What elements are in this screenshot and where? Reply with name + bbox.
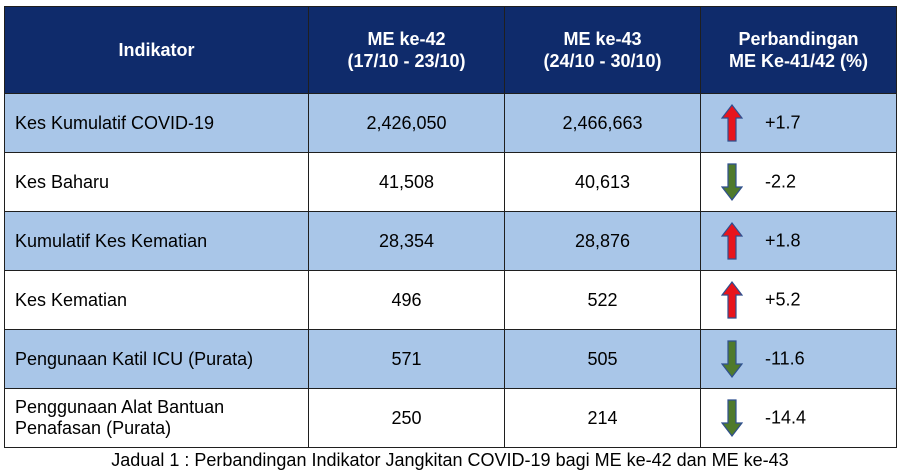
change-value: -11.6 bbox=[765, 348, 805, 369]
cell-comparison: -2.2 bbox=[700, 152, 897, 212]
me42-value: 250 bbox=[391, 407, 422, 428]
header-me43-title: ME ke-43 bbox=[563, 29, 642, 49]
table-row: Kes Kematian 496 522 +5.2 bbox=[4, 270, 897, 330]
cell-indikator: Kes Baharu bbox=[4, 152, 309, 212]
arrow-up-icon bbox=[721, 281, 743, 319]
arrow-down-icon bbox=[721, 163, 743, 201]
table-row: Kes Baharu 41,508 40,613 -2.2 bbox=[4, 152, 897, 212]
change-value: +5.2 bbox=[765, 289, 801, 310]
indikator-label: Pengunaan Katil ICU (Purata) bbox=[15, 348, 254, 369]
me43-value: 522 bbox=[587, 289, 618, 310]
table-row: Penggunaan Alat Bantuan Penafasan (Purata… bbox=[4, 388, 897, 448]
cell-comparison: -11.6 bbox=[700, 329, 897, 389]
cell-comparison: +1.7 bbox=[700, 93, 897, 153]
header-comparison-unit: ME Ke-41/42 (%) bbox=[728, 51, 869, 71]
indikator-label-line2: Penafasan (Purata) bbox=[15, 418, 172, 438]
header-me42: ME ke-42 (17/10 - 23/10) bbox=[308, 6, 505, 94]
cell-me43: 522 bbox=[504, 270, 701, 330]
cell-me42: 28,354 bbox=[308, 211, 505, 271]
cell-indikator: Penggunaan Alat Bantuan Penafasan (Purata… bbox=[4, 388, 309, 448]
arrow-up-icon bbox=[721, 104, 743, 142]
header-me42-dates: (17/10 - 23/10) bbox=[347, 51, 466, 71]
indikator-label: Kes Kumulatif COVID-19 bbox=[15, 112, 215, 133]
change-value: +1.7 bbox=[765, 112, 801, 133]
me42-value: 28,354 bbox=[378, 230, 435, 251]
indikator-label: Penggunaan Alat Bantuan bbox=[15, 397, 225, 417]
cell-indikator: Kumulatif Kes Kematian bbox=[4, 211, 309, 271]
header-indikator-label: Indikator bbox=[118, 40, 195, 60]
table-caption: Jadual 1 : Perbandingan Indikator Jangki… bbox=[111, 450, 789, 470]
header-comparison: Perbandingan ME Ke-41/42 (%) bbox=[700, 6, 897, 94]
me43-value: 214 bbox=[587, 407, 618, 428]
me43-value: 40,613 bbox=[574, 171, 631, 192]
arrow-down-icon bbox=[721, 340, 743, 378]
me42-value: 571 bbox=[391, 348, 422, 369]
change-value: +1.8 bbox=[765, 230, 801, 251]
table-row: Pengunaan Katil ICU (Purata) 571 505 -11.6 bbox=[4, 329, 897, 389]
cell-indikator: Pengunaan Katil ICU (Purata) bbox=[4, 329, 309, 389]
header-comparison-title: Perbandingan bbox=[738, 29, 859, 49]
me42-value: 41,508 bbox=[378, 171, 435, 192]
table-body: Kes Kumulatif COVID-19 2,426,050 2,466,663… bbox=[4, 93, 897, 448]
cell-me42: 2,426,050 bbox=[308, 93, 505, 153]
cell-me42: 41,508 bbox=[308, 152, 505, 212]
cell-me42: 250 bbox=[308, 388, 505, 448]
cell-me43: 505 bbox=[504, 329, 701, 389]
indikator-label: Kes Kematian bbox=[15, 289, 128, 310]
cell-me43: 28,876 bbox=[504, 211, 701, 271]
me43-value: 505 bbox=[587, 348, 618, 369]
comparison-table: Indikator ME ke-42 (17/10 - 23/10) ME ke… bbox=[4, 6, 897, 448]
table-row: Kes Kumulatif COVID-19 2,426,050 2,466,663… bbox=[4, 93, 897, 153]
cell-indikator: Kes Kematian bbox=[4, 270, 309, 330]
header-me43: ME ke-43 (24/10 - 30/10) bbox=[504, 6, 701, 94]
cell-me42: 496 bbox=[308, 270, 505, 330]
cell-indikator: Kes Kumulatif COVID-19 bbox=[4, 93, 309, 153]
cell-comparison: +1.8 bbox=[700, 211, 897, 271]
change-value: -14.4 bbox=[765, 407, 807, 428]
header-row: Indikator ME ke-42 (17/10 - 23/10) ME ke… bbox=[4, 6, 897, 94]
header-indikator: Indikator bbox=[4, 6, 309, 94]
cell-me43: 40,613 bbox=[504, 152, 701, 212]
me42-value: 2,426,050 bbox=[366, 112, 447, 133]
me42-value: 496 bbox=[391, 289, 422, 310]
arrow-up-icon bbox=[721, 222, 743, 260]
me43-value: 2,466,663 bbox=[562, 112, 643, 133]
change-value: -2.2 bbox=[765, 171, 797, 192]
table-row: Kumulatif Kes Kematian 28,354 28,876 +1.8 bbox=[4, 211, 897, 271]
cell-comparison: +5.2 bbox=[700, 270, 897, 330]
cell-me43: 214 bbox=[504, 388, 701, 448]
me43-value: 28,876 bbox=[574, 230, 631, 251]
cell-me42: 571 bbox=[308, 329, 505, 389]
header-me43-dates: (24/10 - 30/10) bbox=[543, 51, 662, 71]
arrow-down-icon bbox=[721, 399, 743, 437]
cell-comparison: -14.4 bbox=[700, 388, 897, 448]
indikator-label: Kumulatif Kes Kematian bbox=[15, 230, 208, 251]
indikator-label: Kes Baharu bbox=[15, 171, 110, 192]
cell-me43: 2,466,663 bbox=[504, 93, 701, 153]
header-me42-title: ME ke-42 bbox=[367, 29, 446, 49]
